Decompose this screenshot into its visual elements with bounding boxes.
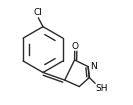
Text: SH: SH: [96, 84, 108, 93]
Text: Cl: Cl: [33, 8, 42, 17]
Text: O: O: [71, 42, 78, 51]
Text: N: N: [90, 62, 97, 71]
